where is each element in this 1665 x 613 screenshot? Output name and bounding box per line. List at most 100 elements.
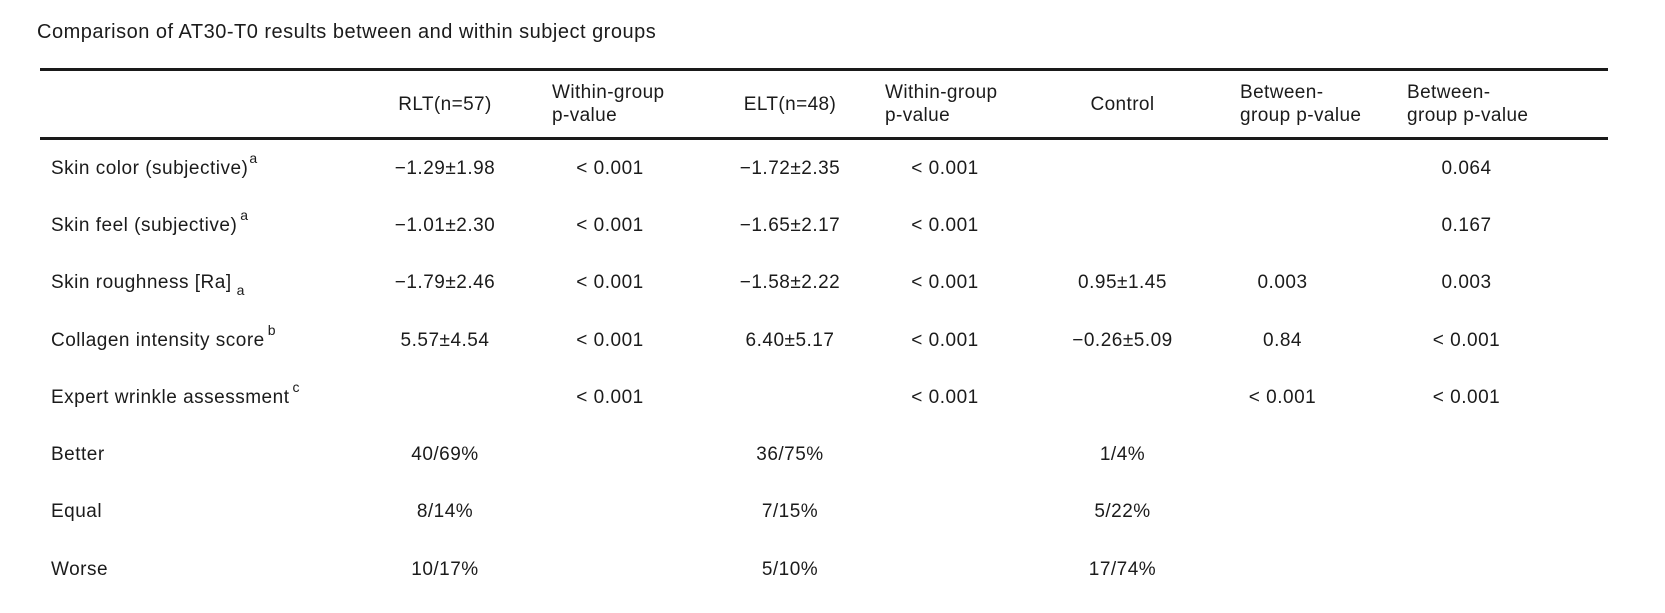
row-label-text: Worse	[51, 558, 109, 580]
table-cell: < 0.001	[911, 272, 979, 294]
footnote-marker: c	[292, 378, 300, 395]
row-label: Equal	[40, 484, 365, 541]
table-cell	[365, 369, 525, 426]
table-cell: 6.40±5.17	[745, 329, 835, 351]
table-cell: −1.65±2.17	[739, 214, 841, 236]
table-cell: 40/69%	[411, 444, 479, 466]
table-cell: < 0.001	[1248, 386, 1317, 408]
table-cell	[1240, 140, 1325, 197]
table-cell	[1325, 426, 1608, 483]
table-cell: < 0.001	[576, 329, 644, 351]
row-label-text: Equal	[51, 501, 103, 523]
table-cell: 0.84	[1263, 329, 1302, 351]
row-label: Collagen intensity score b	[40, 312, 365, 369]
table-row: Skin roughness [Ra] a −1.79±2.46 < 0.001…	[40, 255, 1608, 312]
table-cell: < 0.001	[576, 386, 644, 408]
column-header-label: group p-value	[1240, 105, 1362, 126]
column-header-within-group-pvalue-2: Within-group p-value	[885, 71, 1005, 137]
column-header-label: Within-group	[885, 82, 998, 103]
table-cell: −0.26±5.09	[1072, 329, 1173, 351]
column-header-label: p-value	[885, 105, 951, 126]
column-header-label: RLT(n=57)	[398, 93, 492, 115]
table-row: Worse 10/17% 5/10% 17/74%	[40, 541, 1608, 598]
column-header-label: Between-	[1407, 82, 1491, 103]
table-cell: 5/22%	[1094, 501, 1151, 523]
column-header-label: ELT(n=48)	[743, 93, 837, 115]
row-label-text: Expert wrinkle assessment	[51, 386, 290, 408]
table-cell: 5/10%	[761, 558, 819, 580]
table-cell: < 0.001	[1432, 329, 1501, 351]
column-header-elt: ELT(n=48)	[695, 71, 885, 137]
table-cell: < 0.001	[576, 272, 644, 294]
results-table: RLT(n=57) Within-group p-value ELT(n=48)…	[40, 68, 1608, 598]
table-cell: 10/17%	[411, 558, 479, 580]
row-label: Skin color (subjective) a	[40, 140, 365, 197]
table-row: Collagen intensity score b 5.57±4.54 < 0…	[40, 312, 1608, 369]
table-title: Comparison of AT30-T0 results between an…	[37, 21, 657, 43]
footnote-marker: a	[236, 282, 245, 299]
table-cell: 17/74%	[1088, 558, 1157, 580]
table-cell: 1/4%	[1099, 444, 1146, 466]
column-header-label: p-value	[552, 105, 618, 126]
footnote-marker: b	[267, 321, 276, 338]
table-cell	[1240, 197, 1325, 254]
table-cell	[1325, 484, 1608, 541]
table-cell: −1.72±2.35	[739, 157, 841, 179]
table-cell	[1005, 140, 1240, 197]
table-row: Equal 8/14% 7/15% 5/22%	[40, 484, 1608, 541]
table-cell: < 0.001	[576, 214, 644, 236]
table-cell	[1325, 541, 1608, 598]
row-label-text: Skin color (subjective)	[51, 157, 249, 179]
table-cell: 0.064	[1441, 157, 1492, 179]
row-label: Skin roughness [Ra] a	[40, 255, 365, 312]
column-header-between-group-pvalue-1: Between- group p-value	[1240, 71, 1361, 137]
table-cell: < 0.001	[911, 214, 979, 236]
table-cell	[525, 541, 695, 598]
table-cell	[1005, 369, 1240, 426]
column-header-rlt: RLT(n=57)	[365, 71, 525, 137]
table-cell	[1240, 484, 1325, 541]
row-label-text: Collagen intensity score	[51, 329, 265, 351]
table-cell: 0.003	[1257, 272, 1308, 294]
table-cell: < 0.001	[911, 329, 979, 351]
table-cell: −1.01±2.30	[394, 214, 496, 236]
row-label: Worse	[40, 541, 365, 598]
table-cell: < 0.001	[1432, 386, 1501, 408]
table-cell: 0.003	[1441, 272, 1492, 294]
table-row: Skin feel (subjective) a −1.01±2.30 < 0.…	[40, 197, 1608, 254]
table-row: Skin color (subjective) a −1.29±1.98 < 0…	[40, 140, 1608, 197]
table-cell: −1.58±2.22	[739, 272, 841, 294]
row-label: Better	[40, 426, 365, 483]
table-row: Better 40/69% 36/75% 1/4%	[40, 426, 1608, 483]
table-cell: 5.57±4.54	[400, 329, 490, 351]
footnote-marker: a	[249, 149, 258, 166]
table-cell	[525, 426, 695, 483]
table-cell: < 0.001	[911, 386, 979, 408]
table-cell	[1005, 197, 1240, 254]
table-cell: −1.79±2.46	[394, 272, 496, 294]
column-header-within-group-pvalue-1: Within-group p-value	[525, 71, 695, 137]
column-header-control: Control	[1005, 71, 1240, 137]
table-cell	[695, 369, 885, 426]
table-cell: 8/14%	[416, 501, 474, 523]
table-cell: < 0.001	[911, 157, 979, 179]
table-cell	[885, 484, 1005, 541]
table-header-row: RLT(n=57) Within-group p-value ELT(n=48)…	[40, 68, 1608, 140]
table-row: Expert wrinkle assessment c < 0.001 < 0.…	[40, 369, 1608, 426]
table-cell	[885, 541, 1005, 598]
column-header-rowlabel	[40, 71, 365, 137]
row-label-text: Better	[51, 444, 105, 466]
column-header-between-group-pvalue-2: Between- group p-value	[1325, 71, 1608, 137]
table-cell: 7/15%	[761, 501, 819, 523]
table-cell	[885, 426, 1005, 483]
row-label-text: Skin roughness [Ra]	[51, 272, 232, 294]
row-label: Expert wrinkle assessment c	[40, 369, 365, 426]
table-cell	[1240, 426, 1325, 483]
table-cell: < 0.001	[576, 157, 644, 179]
row-label-text: Skin feel (subjective)	[51, 214, 238, 236]
table-cell	[525, 484, 695, 541]
table-cell: 0.167	[1441, 214, 1492, 236]
row-label: Skin feel (subjective) a	[40, 197, 365, 254]
column-header-label: Control	[1090, 93, 1155, 115]
